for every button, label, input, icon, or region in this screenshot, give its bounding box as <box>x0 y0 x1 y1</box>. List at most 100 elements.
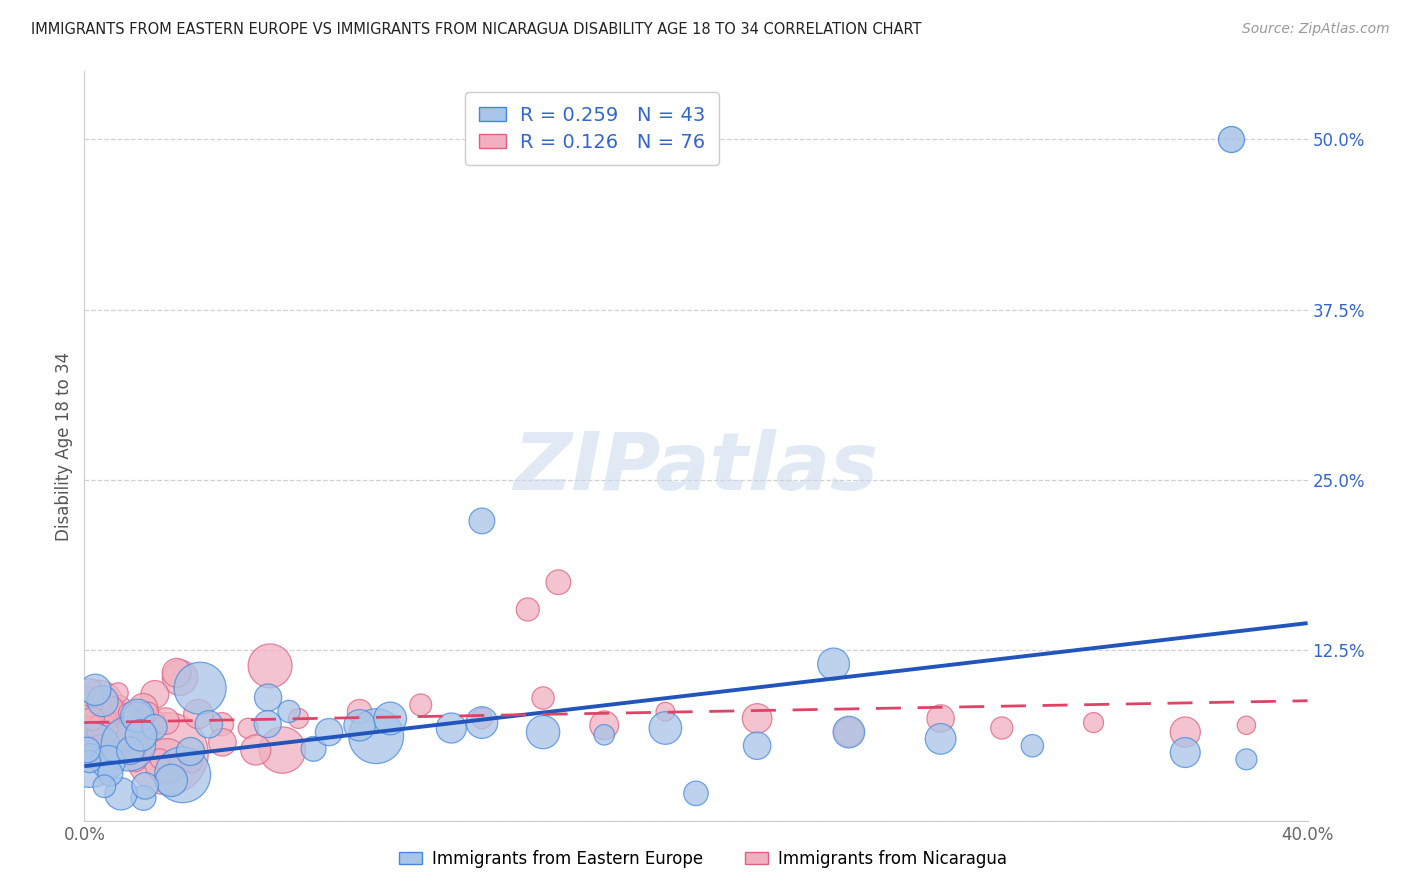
Point <box>129 717 152 731</box>
Point <box>1220 132 1243 146</box>
Point <box>471 711 494 725</box>
Point <box>654 721 676 735</box>
Text: ZIPatlas: ZIPatlas <box>513 429 879 508</box>
Point <box>89 697 111 711</box>
Point <box>349 705 371 719</box>
Point <box>256 717 278 731</box>
Point <box>117 706 139 720</box>
Point <box>75 695 97 709</box>
Point <box>127 709 149 723</box>
Point <box>318 725 340 739</box>
Legend: R = 0.259   N = 43, R = 0.126   N = 76: R = 0.259 N = 43, R = 0.126 N = 76 <box>465 92 718 165</box>
Point <box>654 705 676 719</box>
Point <box>179 744 201 758</box>
Point <box>149 752 172 766</box>
Point <box>1021 739 1043 753</box>
Point <box>79 755 101 769</box>
Point <box>77 695 100 709</box>
Point <box>166 665 188 680</box>
Point <box>89 698 111 712</box>
Point <box>89 743 111 757</box>
Point <box>1174 725 1197 739</box>
Point <box>211 735 233 749</box>
Point <box>76 743 98 757</box>
Point <box>89 731 111 745</box>
Point <box>97 756 120 770</box>
Point <box>838 725 860 739</box>
Point <box>89 743 111 757</box>
Point <box>929 711 952 725</box>
Point <box>139 721 162 735</box>
Point <box>1236 718 1258 732</box>
Point <box>531 725 554 739</box>
Point <box>94 720 117 734</box>
Point <box>1236 752 1258 766</box>
Point <box>97 722 120 736</box>
Point <box>471 514 494 528</box>
Point <box>125 718 148 732</box>
Point <box>107 686 129 700</box>
Point <box>93 779 115 793</box>
Legend: Immigrants from Eastern Europe, Immigrants from Nicaragua: Immigrants from Eastern Europe, Immigran… <box>392 844 1014 875</box>
Point <box>98 766 121 780</box>
Point <box>127 709 149 723</box>
Point <box>79 748 101 763</box>
Point <box>155 714 177 728</box>
Point <box>75 753 97 767</box>
Point <box>110 787 132 801</box>
Point <box>143 720 166 734</box>
Point <box>169 671 191 685</box>
Point <box>471 715 494 730</box>
Point <box>75 729 97 743</box>
Point <box>84 682 107 697</box>
Point <box>93 735 115 749</box>
Point <box>211 717 233 731</box>
Point <box>100 703 122 717</box>
Point <box>366 729 388 743</box>
Point <box>245 743 267 757</box>
Point <box>287 711 309 725</box>
Point <box>132 790 155 805</box>
Point <box>91 694 114 708</box>
Point <box>156 747 179 761</box>
Point <box>198 717 221 731</box>
Point <box>90 747 112 761</box>
Point <box>128 737 150 751</box>
Point <box>440 721 463 735</box>
Point <box>302 742 325 756</box>
Point <box>120 744 142 758</box>
Point <box>188 681 211 696</box>
Point <box>238 721 260 735</box>
Point <box>155 754 177 768</box>
Point <box>97 700 120 714</box>
Y-axis label: Disability Age 18 to 34: Disability Age 18 to 34 <box>55 351 73 541</box>
Point <box>129 728 152 742</box>
Point <box>160 773 183 788</box>
Point <box>82 712 104 726</box>
Point <box>547 575 569 590</box>
Point <box>180 755 202 769</box>
Point <box>747 739 769 753</box>
Point <box>1083 715 1105 730</box>
Point <box>75 738 97 752</box>
Point <box>1174 746 1197 760</box>
Point <box>136 706 159 720</box>
Point <box>685 786 707 800</box>
Point <box>110 698 132 712</box>
Point <box>747 711 769 725</box>
Point <box>136 714 159 729</box>
Point <box>94 712 117 726</box>
Point <box>380 711 402 725</box>
Point <box>257 690 280 705</box>
Point <box>593 718 616 732</box>
Point <box>77 706 100 721</box>
Point <box>79 685 101 699</box>
Point <box>187 707 209 722</box>
Point <box>134 779 156 793</box>
Point <box>991 721 1014 735</box>
Point <box>117 737 139 751</box>
Text: Source: ZipAtlas.com: Source: ZipAtlas.com <box>1241 22 1389 37</box>
Point <box>75 714 97 729</box>
Point <box>143 688 166 702</box>
Point <box>593 728 616 742</box>
